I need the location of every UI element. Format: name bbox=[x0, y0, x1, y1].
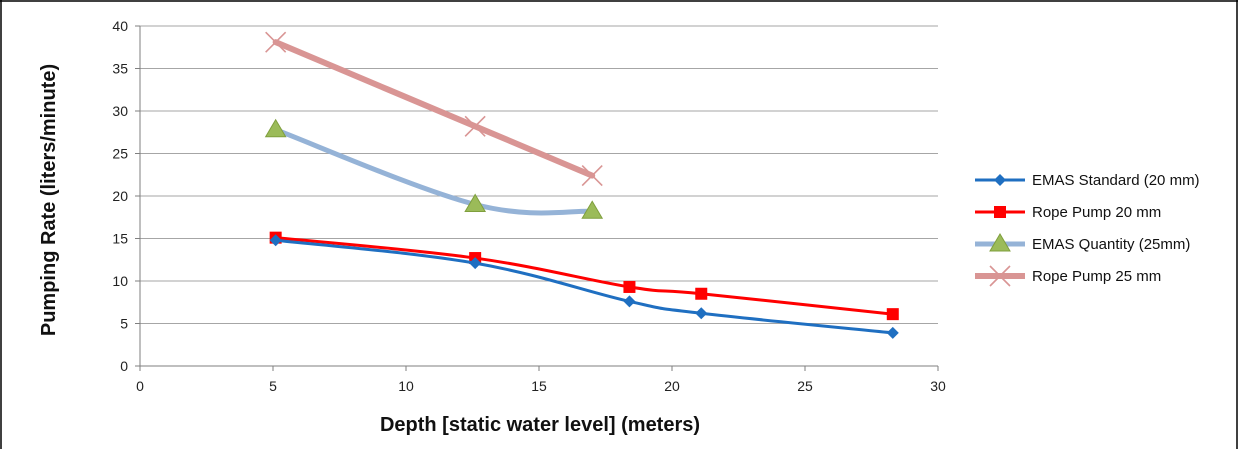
x-tick-label: 5 bbox=[269, 378, 277, 394]
data-point bbox=[695, 287, 708, 300]
x-axis-title: Depth [static water level] (meters) bbox=[380, 414, 700, 436]
x-tick-label: 10 bbox=[398, 378, 414, 394]
y-tick-label: 0 bbox=[120, 358, 128, 374]
legend-marker bbox=[994, 174, 1006, 186]
data-point bbox=[464, 115, 486, 137]
legend: EMAS Standard (20 mm) Rope Pump 20 mm EMAS… bbox=[975, 172, 1200, 287]
y-tick-label: 30 bbox=[112, 103, 128, 119]
legend-marker bbox=[994, 206, 1006, 218]
y-axis-title: Pumping Rate (liters/minute) bbox=[38, 64, 60, 336]
series-group bbox=[264, 31, 899, 339]
x-tick-label: 20 bbox=[664, 378, 680, 394]
legend-entry-label: Rope Pump 20 mm bbox=[1032, 204, 1161, 221]
series-line bbox=[274, 238, 895, 335]
x-tick-label: 15 bbox=[531, 378, 547, 394]
data-point bbox=[265, 31, 287, 53]
x-tick-label: 30 bbox=[930, 378, 946, 394]
grid-lines bbox=[140, 25, 938, 324]
legend-marker bbox=[989, 265, 1011, 287]
y-tick-label: 25 bbox=[112, 146, 128, 162]
data-point bbox=[623, 295, 636, 308]
data-point bbox=[886, 308, 899, 321]
data-point bbox=[886, 326, 899, 339]
y-tick-label: 10 bbox=[112, 273, 128, 289]
legend-entry-label: EMAS Standard (20 mm) bbox=[1032, 172, 1200, 189]
data-point bbox=[581, 165, 603, 187]
data-point bbox=[269, 234, 282, 247]
series-line bbox=[273, 127, 595, 216]
x-tick-label: 25 bbox=[797, 378, 813, 394]
series-line bbox=[272, 39, 596, 179]
y-tick-label: 15 bbox=[112, 231, 128, 247]
y-tick-label: 5 bbox=[120, 316, 128, 332]
data-point bbox=[623, 280, 636, 293]
data-point bbox=[264, 118, 287, 138]
legend-entry-label: EMAS Quantity (25mm) bbox=[1032, 236, 1190, 253]
axes: 0 5 10 15 20 25 30 35 40 0 5 10 15 20 25 30 bbox=[112, 18, 946, 394]
data-point bbox=[581, 200, 604, 219]
y-tick-label: 35 bbox=[112, 61, 128, 77]
y-tick-label: 40 bbox=[112, 18, 128, 34]
y-tick-label: 20 bbox=[112, 188, 128, 204]
x-tick-label: 0 bbox=[136, 378, 144, 394]
legend-marker bbox=[989, 233, 1011, 252]
legend-entry-label: Rope Pump 25 mm bbox=[1032, 268, 1161, 285]
data-point bbox=[464, 193, 487, 212]
data-point bbox=[469, 257, 482, 270]
data-point bbox=[695, 307, 708, 320]
